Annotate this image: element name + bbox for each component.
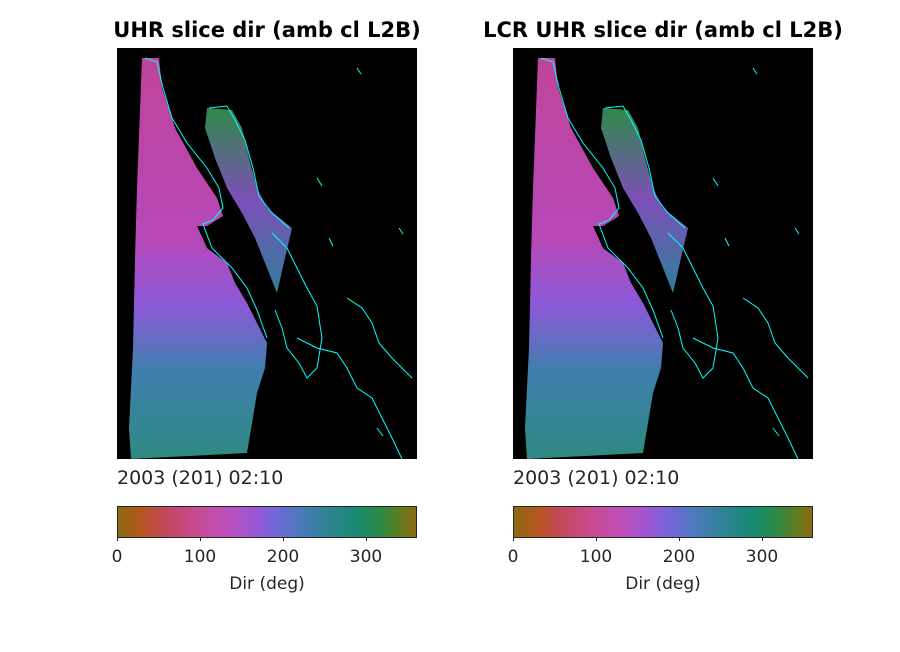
colorbar-tick	[596, 537, 597, 541]
timestamp: 2003 (201) 02:10	[513, 467, 680, 489]
map-svg	[129, 57, 413, 459]
colorbar-tick-label: 200	[662, 547, 696, 567]
colorbar-tick	[513, 537, 514, 541]
colorbar-label: Dir (deg)	[625, 574, 701, 594]
panel-title: UHR slice dir (amb cl L2B)	[113, 18, 421, 42]
timestamp: 2003 (201) 02:10	[117, 467, 284, 489]
coastline	[540, 57, 809, 459]
scatterometer-swath	[129, 58, 267, 459]
wind-direction-map	[117, 48, 417, 459]
panel-lcr-uhr: LCR UHR slice dir (amb cl L2B)	[463, 0, 863, 652]
colorbar	[117, 506, 417, 538]
coastline	[144, 57, 413, 459]
coastline-fragments	[712, 67, 800, 437]
colorbar-tick	[200, 537, 201, 541]
colorbar-tick-label: 0	[111, 547, 123, 567]
gulf-swath	[205, 108, 292, 293]
gulf-swath	[601, 108, 688, 293]
colorbar-tick-label: 200	[266, 547, 300, 567]
colorbar-tick-label: 100	[579, 547, 613, 567]
colorbar-label: Dir (deg)	[229, 574, 305, 594]
panel-uhr: UHR slice dir (amb cl L2B)	[67, 0, 467, 652]
colorbar-tick-label: 100	[183, 547, 217, 567]
scatterometer-swath	[525, 58, 663, 459]
colorbar-tick	[679, 537, 680, 541]
colorbar-tick	[762, 537, 763, 541]
panel-title: LCR UHR slice dir (amb cl L2B)	[483, 18, 843, 42]
coastline-fragments	[316, 67, 404, 437]
colorbar-tick	[366, 537, 367, 541]
map-svg	[525, 57, 809, 459]
colorbar	[513, 506, 813, 538]
colorbar-tick-label: 0	[507, 547, 519, 567]
wind-direction-map	[513, 48, 813, 459]
colorbar-tick	[283, 537, 284, 541]
colorbar-tick	[117, 537, 118, 541]
colorbar-tick-label: 300	[745, 547, 779, 567]
colorbar-tick-label: 300	[349, 547, 383, 567]
